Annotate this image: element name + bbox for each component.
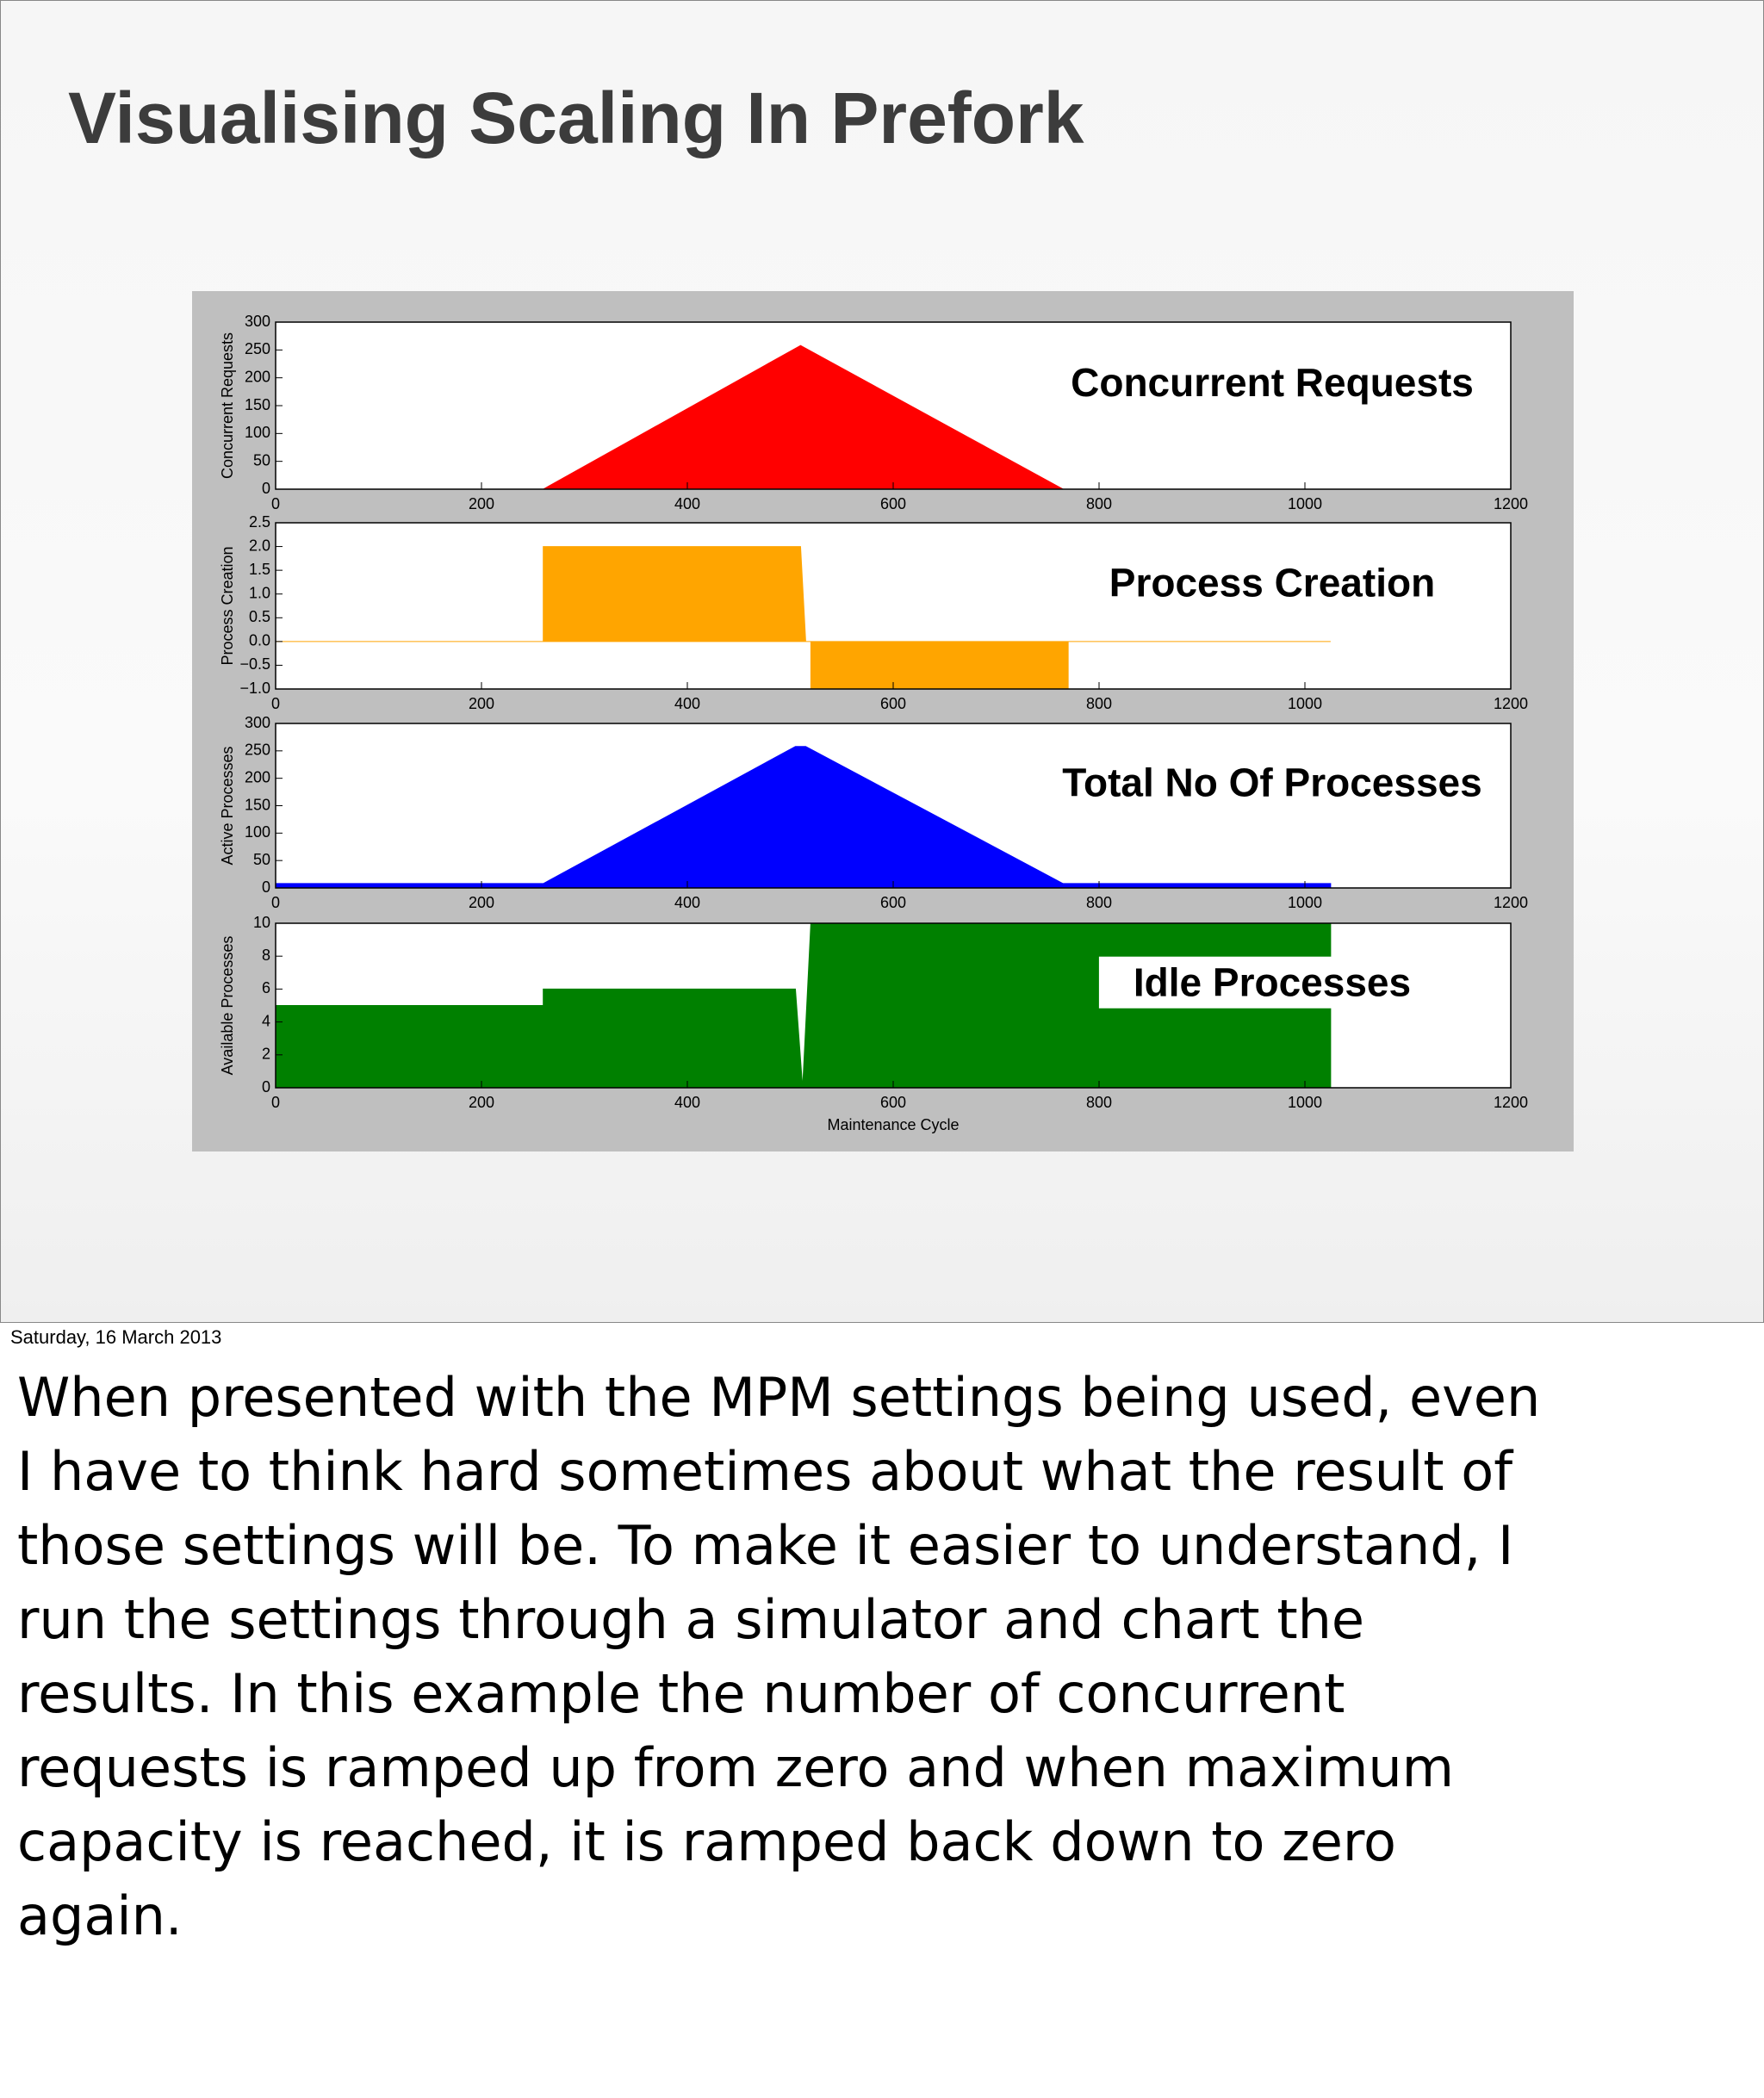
x-tick-label: 400: [674, 495, 700, 512]
y-tick-label: 250: [245, 340, 270, 357]
annotation-background: [1098, 956, 1446, 1009]
y-tick-label: 0: [262, 1078, 270, 1096]
notes-line: I have to think hard sometimes about wha…: [17, 1440, 1513, 1503]
x-tick-label: 200: [469, 495, 494, 512]
notes-line: capacity is reached, it is ramped back d…: [17, 1810, 1396, 1873]
y-axis-label: Concurrent Requests: [219, 332, 236, 479]
y-tick-label: −1.0: [239, 680, 270, 697]
x-axis-label: Maintenance Cycle: [827, 1116, 959, 1133]
x-tick-label: 1200: [1494, 695, 1528, 712]
y-tick-label: 300: [245, 313, 270, 330]
x-tick-label: 400: [674, 695, 700, 712]
y-tick-label: 2: [262, 1046, 270, 1063]
chart-panel: 0 200 400 600 800 1000 1200050100150200250300C…: [192, 291, 1574, 1151]
y-tick-label: 100: [245, 823, 270, 841]
x-tick-label: 1000: [1288, 495, 1322, 512]
x-tick-label: 1200: [1494, 1094, 1528, 1111]
annotation: Total No Of Processes: [1062, 760, 1481, 805]
notes-line: again.: [17, 1884, 183, 1947]
y-tick-label: 6: [262, 979, 270, 996]
y-tick-label: 8: [262, 947, 270, 964]
y-tick-label: 200: [245, 768, 270, 785]
y-axis-label: Available Processes: [219, 936, 236, 1076]
date: Saturday, 16 March 2013: [10, 1326, 222, 1348]
x-tick-label: 400: [674, 1094, 700, 1111]
notes-line: When presented with the MPM settings bei…: [17, 1366, 1541, 1429]
y-tick-label: 50: [253, 851, 270, 868]
x-tick-label: 400: [674, 894, 700, 911]
slide-title: Visualising Scaling In Prefork: [68, 78, 1084, 158]
annotation: Process Creation: [1109, 560, 1435, 605]
y-tick-label: 1.5: [249, 561, 270, 578]
slide: Visualising Scaling In Prefork 0 200 400 60…: [0, 0, 1764, 1323]
x-tick-label: 1200: [1494, 495, 1528, 512]
x-tick-label: 600: [880, 894, 906, 911]
y-tick-label: 4: [262, 1012, 270, 1029]
x-tick-label: 200: [469, 695, 494, 712]
x-tick-label: 200: [469, 894, 494, 911]
y-tick-label: 200: [245, 368, 270, 385]
area: [275, 746, 1332, 889]
x-tick-label: 1000: [1288, 695, 1322, 712]
y-tick-label: 150: [245, 796, 270, 813]
y-tick-label: 0: [262, 878, 270, 896]
y-tick-label: 100: [245, 424, 270, 441]
y-tick-label: 0: [262, 480, 270, 497]
x-tick-label: 0: [271, 495, 280, 512]
notes-line: results. In this example the number of c…: [17, 1662, 1345, 1725]
y-axis-label: Active Processes: [219, 746, 236, 865]
annotation: Idle Processes: [1134, 960, 1411, 1005]
y-tick-label: 0.5: [249, 608, 270, 625]
y-tick-label: 150: [245, 396, 270, 413]
x-tick-label: 1200: [1494, 894, 1528, 911]
x-tick-label: 800: [1086, 1094, 1112, 1111]
x-tick-label: 200: [469, 1094, 494, 1111]
y-tick-label: −0.5: [239, 655, 270, 673]
x-tick-label: 600: [880, 495, 906, 512]
x-tick-label: 0: [271, 695, 280, 712]
y-tick-label: 300: [245, 714, 270, 731]
x-tick-label: 0: [271, 1094, 280, 1111]
x-tick-label: 1000: [1288, 894, 1322, 911]
y-tick-label: 2.5: [249, 513, 270, 531]
y-tick-label: 1.0: [249, 584, 270, 601]
notes-line: those settings will be. To make it easie…: [17, 1514, 1514, 1577]
y-tick-label: 0.0: [249, 632, 270, 649]
y-axis-label: Process Creation: [219, 546, 236, 665]
notes-line: run the settings through a simulator and…: [17, 1588, 1365, 1651]
y-tick-label: 10: [253, 914, 270, 931]
x-tick-label: 600: [880, 695, 906, 712]
y-tick-label: 250: [245, 742, 270, 759]
annotation: Concurrent Requests: [1071, 360, 1474, 405]
x-tick-label: 0: [271, 894, 280, 911]
x-tick-label: 800: [1086, 495, 1112, 512]
y-tick-label: 50: [253, 451, 270, 469]
speaker-notes: When presented with the MPM settings bei…: [17, 1361, 1540, 1953]
y-tick-label: 2.0: [249, 537, 270, 554]
area: [276, 546, 1331, 690]
x-tick-label: 600: [880, 1094, 906, 1111]
x-tick-label: 800: [1086, 695, 1112, 712]
x-tick-label: 1000: [1288, 1094, 1322, 1111]
notes-line: requests is ramped up from zero and when…: [17, 1736, 1455, 1799]
x-tick-label: 800: [1086, 894, 1112, 911]
